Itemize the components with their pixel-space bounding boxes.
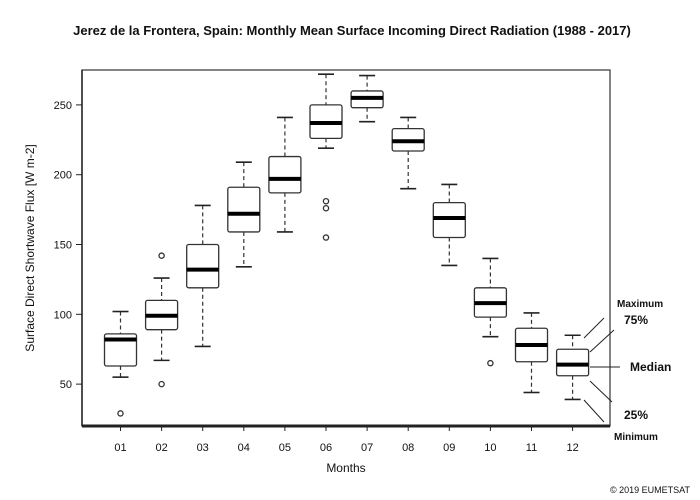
- x-tick-label: 03: [197, 442, 209, 454]
- x-axis-title: Months: [326, 461, 365, 475]
- x-tick-label: 09: [443, 442, 455, 454]
- x-tick-label: 08: [402, 442, 414, 454]
- legend-p75-leader: [589, 329, 615, 353]
- x-axis-ticks: 01 02 03 04 05 06 07 08 09 10 11 12: [114, 426, 579, 454]
- outlier-point: [158, 252, 165, 259]
- y-tick-label: 50: [60, 379, 72, 391]
- chart-title: Jerez de la Frontera, Spain: Monthly Mea…: [73, 23, 631, 38]
- x-tick-label: 06: [320, 442, 332, 454]
- legend-median-label: Median: [630, 360, 671, 374]
- box-month-06: [309, 73, 343, 241]
- boxplot-legend: Maximum 75% Median 25% Minimum: [583, 299, 671, 443]
- y-tick-label: 100: [54, 309, 72, 321]
- outlier-point: [487, 359, 494, 367]
- x-tick-label: 02: [155, 442, 167, 454]
- x-tick-label: 07: [361, 442, 373, 454]
- outlier-point: [322, 204, 330, 212]
- iqr-box: [227, 186, 261, 233]
- x-tick-label: 10: [484, 442, 496, 454]
- legend-minimum-leader: [583, 399, 605, 423]
- plot-area-frame: [81, 69, 611, 427]
- box-month-01: [103, 310, 138, 417]
- outlier-point: [117, 410, 124, 417]
- x-tick-label: 05: [279, 442, 291, 454]
- iqr-box: [186, 243, 220, 289]
- x-tick-label: 11: [526, 442, 537, 454]
- legend-p75-label: 75%: [624, 313, 648, 327]
- box-month-03: [186, 204, 220, 348]
- iqr-box: [103, 333, 138, 367]
- copyright-text: © 2019 EUMETSAT: [610, 485, 690, 495]
- y-tick-label: 200: [54, 170, 72, 182]
- y-tick-label: 150: [54, 240, 72, 252]
- box-month-11: [514, 312, 549, 394]
- legend-p25-leader: [589, 380, 613, 403]
- box-month-09: [432, 183, 466, 267]
- box-month-02: [144, 252, 179, 388]
- iqr-box: [555, 348, 590, 377]
- outlier-point: [322, 234, 330, 241]
- legend-minimum-label: Minimum: [614, 432, 658, 443]
- y-axis-ticks: 50 100 150 200 250: [54, 100, 82, 391]
- legend-maximum-label: Maximum: [617, 299, 663, 310]
- box-month-04: [227, 161, 261, 268]
- outlier-point: [322, 197, 330, 205]
- iqr-box: [432, 201, 466, 239]
- box-month-08: [391, 116, 425, 190]
- legend-maximum-leader: [583, 317, 605, 339]
- box-month-12: [555, 334, 590, 401]
- box-month-07: [350, 74, 384, 123]
- box-month-10: [473, 257, 508, 367]
- x-tick-label: 01: [114, 442, 126, 454]
- box-month-05: [268, 116, 302, 233]
- iqr-box: [268, 155, 302, 194]
- legend-p25-label: 25%: [624, 408, 648, 422]
- y-tick-label: 250: [54, 100, 72, 112]
- box-series: [103, 73, 590, 417]
- x-tick-label: 12: [566, 442, 578, 454]
- x-tick-label: 04: [238, 442, 250, 454]
- outlier-point: [158, 380, 165, 388]
- y-axis-title: Surface Direct Shortwave Flux [W m-2]: [23, 144, 37, 351]
